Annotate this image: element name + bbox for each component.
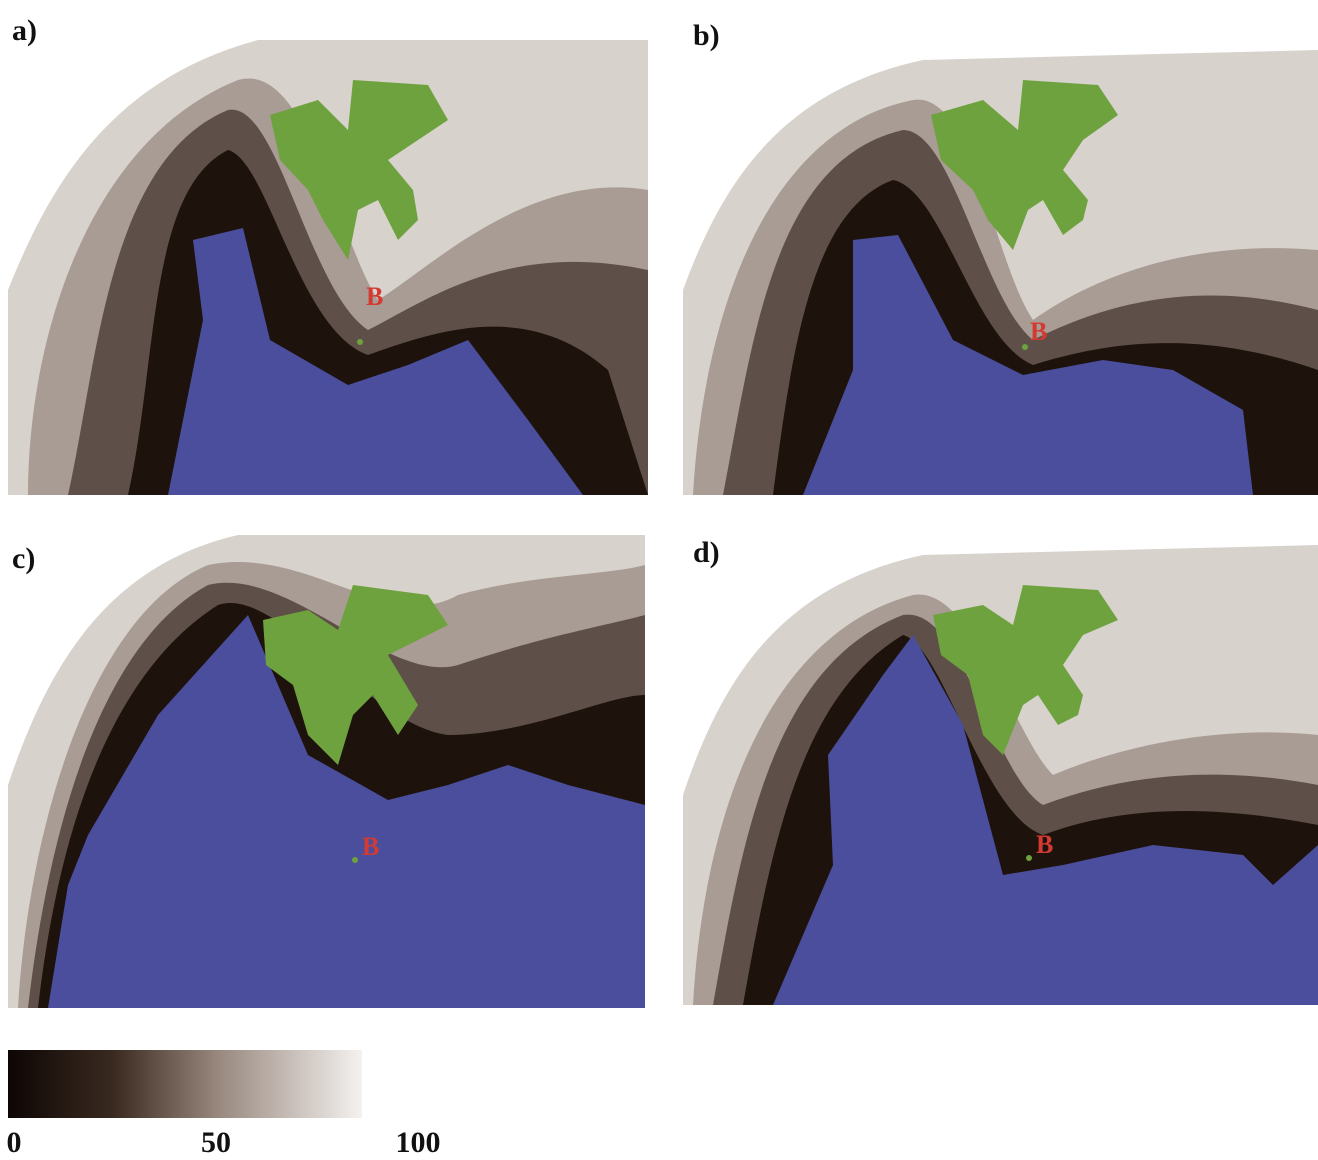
colorbar-tick-label: 0 [7,1126,22,1159]
marker-point [352,857,358,863]
marker-label: B [366,282,383,311]
panel-label: b) [693,19,720,52]
colorbar-tick-label: 50 [201,1126,231,1159]
map-panel-b [683,40,1318,495]
map-panel-c [8,535,645,1008]
colorbar-ticks: 0 50 100 [7,1126,441,1159]
panel-label: c) [12,542,35,575]
marker-point [1026,855,1032,861]
map-panel-d [683,535,1318,1005]
marker-point [1022,344,1028,350]
map-panel-a [8,40,652,495]
panel-label: a) [12,14,37,47]
figure-canvas: a) B b) B c) B d) B 0 50 100 [0,0,1318,1160]
colorbar [8,1050,362,1118]
figure: a) B b) B c) B d) B 0 50 100 [0,0,1318,1160]
marker-label: B [1036,830,1053,859]
panel-label: d) [693,536,720,569]
marker-point [357,339,363,345]
colorbar-tick-label: 100 [396,1126,441,1159]
marker-label: B [1030,317,1047,346]
marker-label: B [362,832,379,861]
